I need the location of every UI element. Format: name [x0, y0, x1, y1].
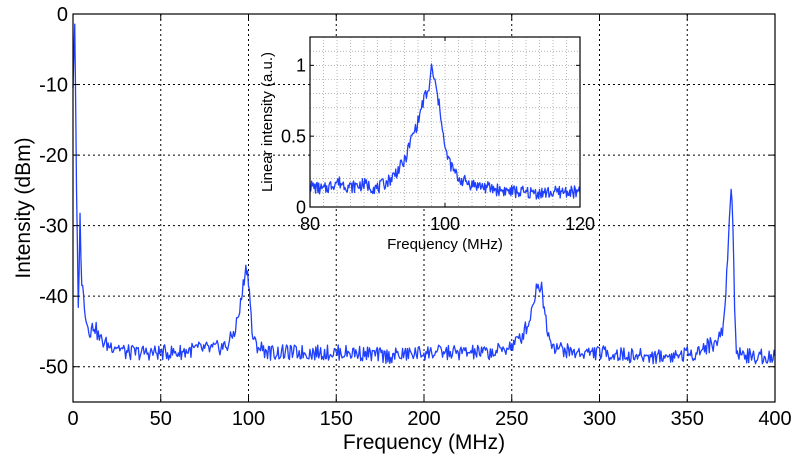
- main-y-tick-label: -50: [39, 357, 68, 379]
- main-y-tick-label: -20: [39, 145, 68, 167]
- main-y-tick-label: -10: [39, 75, 68, 97]
- inset-x-tick-label: 80: [300, 214, 320, 234]
- inset-x-tick-label: 120: [565, 214, 595, 234]
- main-y-tick-label: -40: [39, 286, 68, 308]
- main-x-tick-label: 200: [407, 408, 440, 430]
- inset-x-axis-label: Frequency (MHz): [387, 236, 503, 253]
- inset-chart: 80 100 120 0 0.5 1 Frequency (MHz) Linear inten…: [259, 36, 595, 253]
- inset-y-axis-label: Linear intensity (a.u.): [259, 52, 276, 192]
- inset-x-tick-label: 100: [430, 214, 460, 234]
- main-x-tick-label: 100: [232, 408, 265, 430]
- main-y-tick-label: 0: [57, 4, 68, 26]
- inset-trace-line: [309, 63, 581, 200]
- inset-y-tick-label: 0.5: [281, 126, 306, 146]
- main-x-tick-label: 350: [671, 408, 704, 430]
- inset-y-tick-label: 0: [296, 197, 306, 217]
- main-trace-line: [72, 23, 776, 365]
- main-x-tick-label: 300: [583, 408, 616, 430]
- main-x-tick-label: 150: [320, 408, 353, 430]
- main-y-axis-label: Intensity (dBm): [12, 137, 35, 278]
- main-x-tick-label: 250: [495, 408, 528, 430]
- main-x-tick-label: 400: [758, 408, 791, 430]
- inset-y-tick-label: 1: [296, 56, 306, 76]
- main-x-tick-label: 0: [67, 408, 78, 430]
- main-chart: 0 50 100 150 200 250 300 350 400 0 -10 -20 -30 -40 -50…: [12, 4, 792, 454]
- main-x-tick-label: 50: [150, 408, 172, 430]
- main-y-tick-label: -30: [39, 216, 68, 238]
- main-x-axis-label: Frequency (MHz): [343, 431, 505, 454]
